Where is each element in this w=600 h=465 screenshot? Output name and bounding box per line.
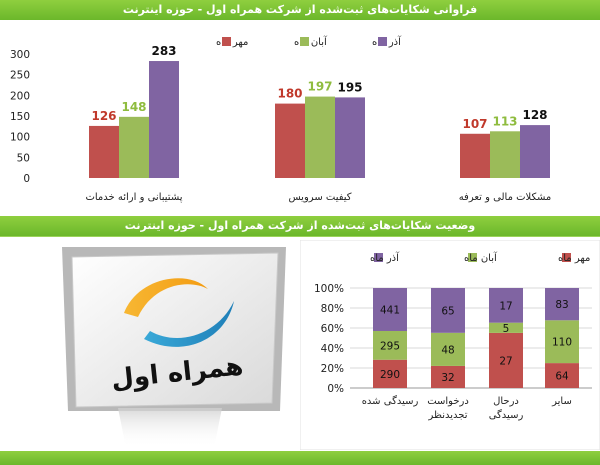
bar: [490, 131, 520, 178]
logo-frame: [71, 252, 279, 408]
x-category-label: تجدیدنظر: [427, 410, 467, 421]
y-tick-label: 200: [10, 90, 30, 102]
segment-value-label: 5: [503, 323, 510, 335]
bar: [275, 103, 305, 178]
x-category-label: پشتیبانی و ارائه خدمات: [85, 192, 182, 203]
segment-value-label: 32: [441, 372, 454, 384]
legend-swatch: [468, 253, 477, 262]
bar: [119, 116, 149, 178]
stacked-bar-segment: [373, 330, 407, 360]
stacked-bar-segment: [545, 288, 579, 321]
x-category-label: درحال: [493, 396, 519, 407]
segment-value-label: 65: [441, 305, 454, 317]
y-tick-label: 50: [17, 152, 30, 164]
legend-label: آبان ماه: [464, 251, 498, 264]
stacked-bar-segment: [489, 322, 523, 333]
y-tick-label: 0: [23, 173, 30, 185]
complaints-status-chart: 0% 20% 40% 60% 80% 100% 290 295 441 رسیدگی شده 32 4…: [300, 240, 600, 450]
legend-swatch: [378, 37, 387, 46]
legend-label: آذر ماه: [372, 35, 402, 48]
header-divider: [0, 236, 600, 237]
segment-value-label: 110: [552, 337, 572, 349]
stacked-bar-segment: [431, 332, 465, 366]
x-category-label: درخواست: [427, 396, 469, 407]
stacked-bar-segment: [373, 359, 407, 388]
segment-value-label: 83: [555, 299, 568, 311]
bar-value-label: 197: [307, 80, 332, 94]
segment-value-label: 295: [380, 340, 400, 352]
y-tick-label: 300: [10, 49, 30, 61]
top-section-header: فراوانی شکایات‌های ثبت‌شده از شرکت همراه…: [0, 0, 600, 20]
y-tick-label: 0%: [327, 383, 344, 395]
legend-swatch: [562, 253, 571, 262]
legend-swatch: [300, 37, 309, 46]
complaints-frequency-chart: 0 50 100 150 200 250 300 126 148 283 پشتیبانی و ار…: [10, 35, 552, 203]
segment-value-label: 290: [380, 369, 400, 381]
legend-label: آذر ماه: [370, 251, 400, 264]
hamrah-aval-logo-panel: همراه اول: [62, 247, 286, 411]
stacked-bar-segment: [489, 288, 523, 323]
legend-swatch: [222, 37, 231, 46]
logo-reflection: [118, 408, 222, 448]
stacked-bar-segment: [431, 365, 465, 388]
stacked-bar-segment: [373, 288, 407, 331]
y-tick-label: 150: [10, 111, 30, 123]
bar-value-label: 128: [522, 108, 547, 122]
legend-label: مهر ماه: [558, 253, 590, 264]
logo-swoosh-orange-icon: [124, 278, 208, 317]
legend-swatch: [374, 253, 383, 262]
y-tick-label: 80%: [321, 303, 344, 315]
stacked-bar-segment: [489, 332, 523, 388]
segment-value-label: 27: [499, 355, 512, 367]
x-category-label: مشکلات مالی و تعرفه: [459, 192, 552, 203]
stacked-bar-segment: [545, 320, 579, 364]
bar: [149, 61, 179, 178]
segment-value-label: 17: [499, 300, 512, 312]
y-tick-label: 60%: [321, 323, 344, 335]
bar-value-label: 107: [462, 117, 487, 131]
bar-value-label: 126: [91, 109, 116, 123]
bar-value-label: 195: [337, 80, 362, 94]
x-category-label: سایر: [551, 396, 572, 407]
bar: [520, 125, 550, 178]
y-tick-label: 100%: [314, 283, 344, 295]
legend-label: آبان ماه: [294, 35, 328, 48]
bar-value-label: 180: [277, 87, 302, 101]
y-tick-label: 250: [10, 70, 30, 82]
middle-section-header: وضعیت شکایات‌های ثبت‌شده از شرکت همراه ا…: [0, 216, 600, 236]
segment-value-label: 48: [441, 344, 454, 356]
bar: [335, 97, 365, 178]
y-tick-label: 100: [10, 132, 30, 144]
bar-value-label: 113: [492, 114, 517, 128]
y-tick-label: 40%: [321, 343, 344, 355]
bar-value-label: 283: [151, 44, 176, 58]
legend-label: مهر ماه: [216, 37, 248, 48]
bottom-band: [0, 451, 600, 465]
x-category-label: رسیدگی شده: [362, 395, 419, 407]
segment-value-label: 64: [555, 371, 569, 383]
bar: [89, 125, 119, 178]
stacked-bar-segment: [431, 288, 465, 333]
stacked-bar-segment: [545, 363, 579, 388]
logo-swoosh-blue-icon: [144, 301, 234, 347]
x-category-label: رسیدگی: [489, 409, 524, 421]
bar: [305, 96, 335, 178]
bar-value-label: 148: [121, 100, 146, 114]
segment-value-label: 441: [380, 304, 400, 316]
x-category-label: کیفیت سرویس: [288, 192, 351, 203]
y-tick-label: 20%: [321, 363, 344, 375]
bar: [460, 133, 490, 178]
